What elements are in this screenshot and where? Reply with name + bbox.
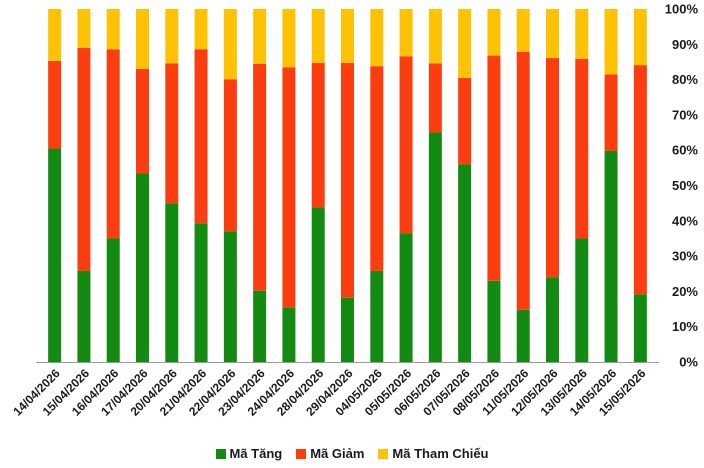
- bar-segment-tham-chieu-9: [311, 9, 325, 64]
- y-tick-label: 90%: [672, 37, 698, 52]
- bar-segment-giam-12: [399, 56, 413, 234]
- bar-segment-giam-11: [370, 66, 384, 271]
- bar-segment-giam-3: [136, 69, 149, 174]
- bar-segment-tang-19: [604, 150, 618, 362]
- y-tick-label: 10%: [672, 319, 698, 334]
- y-tick-label: 100%: [665, 2, 699, 17]
- legend-swatch-tham-chieu: [378, 448, 389, 459]
- bar-segment-tang-9: [311, 207, 325, 362]
- bar-segment-giam-16: [516, 51, 530, 310]
- bar-segment-giam-1: [77, 47, 91, 271]
- x-axis-ticks: 14/04/202615/04/202616/04/202617/04/2026…: [10, 366, 648, 419]
- bar-segment-tham-chieu-0: [48, 9, 62, 61]
- bar-segment-giam-20: [633, 65, 647, 295]
- y-tick-label: 80%: [672, 72, 698, 87]
- legend-item-tham-chieu: Mã Tham Chiếu: [378, 446, 489, 461]
- bar-segment-tang-15: [487, 280, 501, 362]
- bar-segment-giam-15: [487, 55, 501, 281]
- bar-segment-tham-chieu-1: [77, 9, 91, 48]
- bar-segment-tang-20: [633, 294, 647, 362]
- y-tick-label: 50%: [672, 178, 698, 193]
- bar-segment-giam-14: [458, 77, 472, 165]
- bar-segment-tang-12: [399, 233, 413, 362]
- y-axis-ticks: 0% 10% 20% 30% 40% 50% 60% 70% 80% 90% 100%: [665, 2, 699, 370]
- bar-segment-giam-10: [341, 63, 354, 298]
- bar-segment-tham-chieu-15: [487, 9, 501, 56]
- bar-segment-tham-chieu-4: [165, 9, 179, 64]
- legend-item-tang: Mã Tăng: [215, 446, 283, 461]
- bar-segment-tang-4: [165, 203, 179, 362]
- bar-segment-tang-8: [282, 307, 296, 362]
- bar-segment-tang-10: [341, 297, 354, 362]
- bar-segment-tham-chieu-19: [604, 9, 618, 75]
- bar-segment-giam-8: [282, 67, 296, 308]
- bar-segment-tang-17: [546, 277, 559, 362]
- bar-segment-giam-13: [428, 63, 442, 133]
- bar-segment-tang-6: [223, 231, 237, 362]
- bar-segment-giam-2: [106, 49, 120, 239]
- legend: Mã Tăng Mã Giảm Mã Tham Chiếu: [0, 446, 704, 461]
- bar-segment-tang-16: [516, 309, 530, 362]
- bar-segment-tham-chieu-14: [458, 9, 472, 78]
- bar-segment-giam-17: [546, 58, 559, 278]
- bar-segment-tham-chieu-6: [223, 9, 237, 80]
- bar-segment-tang-18: [575, 238, 589, 362]
- bar-segment-giam-4: [165, 63, 179, 204]
- legend-swatch-giam: [296, 448, 307, 459]
- bar-segment-tham-chieu-7: [253, 9, 267, 64]
- bar-segment-tang-11: [370, 270, 384, 362]
- bar-segment-tang-3: [136, 173, 149, 362]
- legend-label-tham-chieu: Mã Tham Chiếu: [392, 446, 489, 461]
- bar-segment-giam-0: [48, 60, 62, 149]
- y-tick-label: 40%: [672, 213, 698, 228]
- bars-group: [48, 9, 647, 362]
- y-tick-label: 30%: [672, 249, 698, 264]
- bar-segment-tham-chieu-8: [282, 9, 296, 68]
- bar-segment-tham-chieu-12: [399, 9, 413, 57]
- bar-segment-giam-18: [575, 58, 589, 239]
- bar-segment-tham-chieu-18: [575, 9, 589, 59]
- y-tick-label: 70%: [672, 107, 698, 122]
- bar-segment-tham-chieu-17: [546, 9, 559, 59]
- bar-segment-tang-2: [106, 238, 120, 362]
- bar-segment-tham-chieu-5: [194, 9, 208, 50]
- bar-segment-tang-14: [458, 164, 472, 362]
- bar-segment-giam-5: [194, 49, 208, 224]
- bar-segment-tang-0: [48, 148, 62, 362]
- bar-segment-tang-1: [77, 270, 91, 362]
- bar-segment-tang-5: [194, 223, 208, 362]
- legend-swatch-tang: [215, 448, 226, 459]
- bar-segment-giam-7: [253, 63, 267, 291]
- bar-segment-tham-chieu-3: [136, 9, 149, 70]
- bar-segment-tham-chieu-11: [370, 9, 384, 67]
- y-tick-label: 60%: [672, 143, 698, 158]
- bar-segment-tham-chieu-10: [341, 9, 354, 64]
- bar-segment-tham-chieu-20: [633, 9, 647, 66]
- bar-segment-giam-19: [604, 74, 618, 151]
- y-tick-label: 20%: [672, 284, 698, 299]
- legend-label-tang: Mã Tăng: [229, 446, 283, 461]
- bar-segment-tang-7: [253, 290, 267, 362]
- legend-label-giam: Mã Giảm: [310, 446, 365, 461]
- stacked-bar-chart: 0% 10% 20% 30% 40% 50% 60% 70% 80% 90% 100% 14/04/…: [10, 2, 699, 419]
- bar-segment-tang-13: [428, 132, 442, 362]
- bar-segment-tham-chieu-13: [428, 9, 442, 64]
- bar-segment-giam-9: [311, 63, 325, 208]
- bar-segment-tham-chieu-2: [106, 9, 120, 50]
- bar-segment-giam-6: [223, 79, 237, 232]
- legend-item-giam: Mã Giảm: [296, 446, 364, 461]
- bar-segment-tham-chieu-16: [516, 9, 530, 52]
- y-tick-label: 0%: [679, 355, 698, 370]
